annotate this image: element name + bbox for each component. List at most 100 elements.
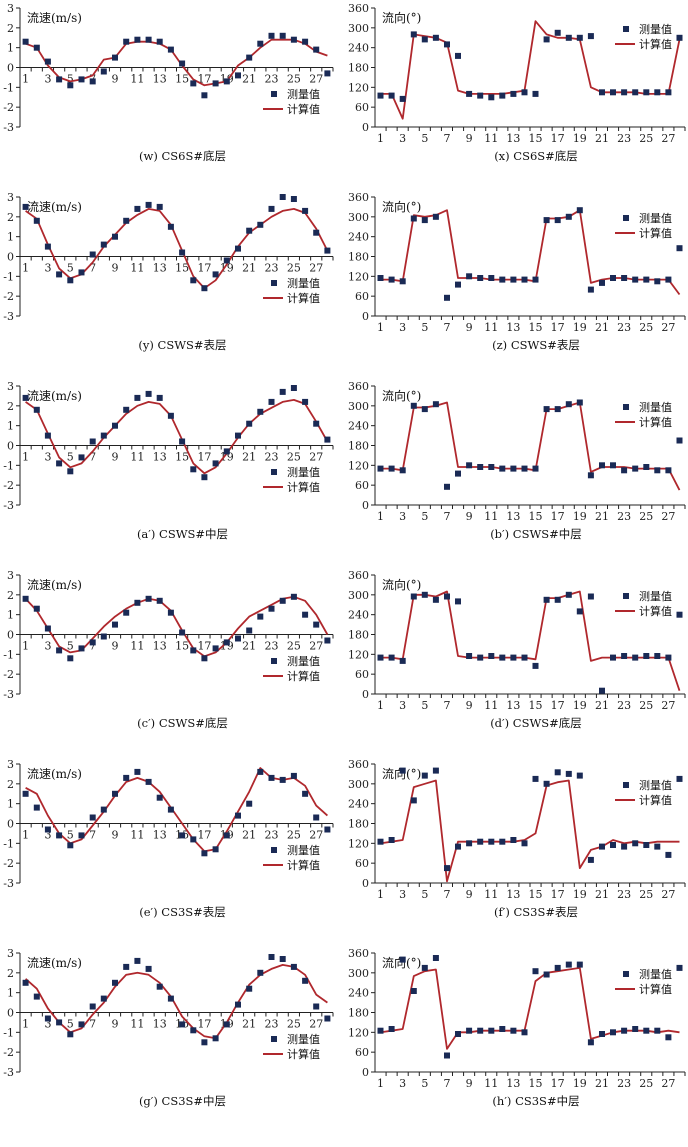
chart-4-measured-point (89, 438, 96, 445)
chart-9-measured-point (477, 838, 484, 845)
chart-3-measured-point (565, 213, 572, 220)
chart-5-measured-point (587, 472, 594, 479)
chart-9-x-tick-label: 15 (529, 888, 543, 901)
chart-9-x-tick-label: 5 (421, 888, 428, 901)
chart-0-measured-point (33, 44, 40, 51)
chart-10-x-tick-label: 9 (112, 1018, 119, 1031)
chart-6-measured-point (201, 655, 208, 662)
chart-1-x-tick-label: 17 (551, 132, 565, 145)
chart-3-measured-point (488, 275, 495, 281)
chart-2-x-tick-label: 11 (130, 262, 144, 275)
chart-7-measured-point (377, 654, 384, 661)
chart-0-measured-point (246, 54, 253, 61)
chart-8-measured-point (223, 832, 230, 839)
chart-8-measured-point (324, 826, 331, 833)
chart-3-series-calculated-line (380, 209, 681, 296)
chart-3-measured-point (477, 275, 484, 281)
chart-5-ylabel: 流向(°) (382, 388, 421, 403)
chart-1-measured-point (521, 89, 528, 96)
chart-3-measured-point (576, 207, 583, 214)
chart-7-y-tick-label: 360 (348, 569, 369, 582)
chart-5-x-tick-label: 15 (529, 510, 543, 523)
chart-11-y-tick-label: 180 (348, 1007, 369, 1020)
chart-3-x-tick-label: 11 (484, 321, 498, 334)
chart-8-measured-point (212, 846, 219, 853)
chart-10-measured-point (179, 1021, 186, 1028)
chart-4-ylabel: 流速(m/s) (27, 389, 82, 403)
chart-11-measured-point (576, 961, 583, 968)
chart-2-measured-point (235, 245, 241, 252)
chart-2-measured-point (179, 249, 186, 256)
chart-10-measured-point (235, 1001, 241, 1008)
chart-0-measured-point (268, 32, 275, 39)
chart-2-measured-point (324, 247, 331, 254)
chart-6-x-tick-label: 27 (309, 640, 323, 653)
chart-6-measured-point (324, 637, 331, 644)
chart-0-measured-point (89, 78, 96, 85)
chart-9-measured-point (377, 838, 384, 845)
chart-4-measured-point (33, 406, 40, 413)
chart-9-measured-point (510, 837, 517, 843)
chart-7-measured-point (565, 591, 572, 598)
chart-5-measured-point (521, 465, 528, 472)
chart-5-x-tick-label: 3 (399, 510, 406, 523)
chart-11-measured-point (421, 964, 428, 971)
chart-0-measured-point (201, 92, 208, 99)
chart-4-measured-point (56, 460, 63, 467)
chart-9-y-tick-label: 120 (348, 837, 369, 850)
chart-5-x-tick-label: 5 (421, 510, 428, 523)
chart-0-x-tick-label: 9 (112, 73, 119, 86)
chart-10-measured-point (201, 1039, 208, 1046)
chart-2-measured-point (100, 241, 107, 248)
chart-7-measured-point (676, 611, 683, 618)
chart-1-measured-point (444, 41, 450, 48)
chart-9-measured-point (676, 775, 683, 782)
chart-0-measured-point (223, 78, 230, 85)
chart-6-measured-point (56, 647, 63, 654)
chart-10-ylabel: 流速(m/s) (27, 956, 82, 970)
chart-1-y-tick-label: 60 (355, 101, 369, 114)
chart-3-measured-point (510, 276, 517, 283)
chart-6-x-tick-label: 1 (22, 640, 29, 653)
chart-2-measured-point (257, 221, 264, 228)
chart-0-measured-point (179, 60, 186, 67)
chart-1-x-tick-label: 19 (573, 132, 587, 145)
chart-3-measured-point (466, 273, 473, 280)
chart-3-ylabel: 流向(°) (382, 199, 421, 214)
chart-8-y-tick-label: -1 (3, 837, 14, 850)
chart-9-measured-point (499, 838, 506, 845)
chart-7-measured-point (444, 593, 450, 600)
chart-0-x-tick-label: 23 (265, 73, 279, 86)
chart-0-series-calculated-line (25, 38, 328, 87)
chart-10-x-tick-label: 5 (67, 1018, 74, 1031)
chart-6-measured-point (190, 647, 197, 654)
chart-0-measured-point (44, 58, 51, 65)
chart-3-x-tick-label: 5 (421, 321, 428, 334)
chart-3-y-tick-label: 360 (348, 191, 369, 204)
chart-8-series-calculated-line (25, 767, 328, 853)
chart-6-measured-point (33, 605, 40, 612)
chart-2-measured-point (89, 251, 96, 258)
chart-7-measured-point (488, 653, 495, 659)
chart-4-legend-measured-label: 测量值 (287, 466, 320, 479)
chart-8-measured-point (190, 836, 197, 843)
chart-1-measured-point (432, 34, 439, 41)
chart-7-caption: (d′) CSWS#底层 (490, 716, 582, 730)
chart-10-measured-point (268, 954, 275, 960)
chart-6-x-tick-label: 23 (265, 640, 279, 653)
chart-8-measured-point (89, 814, 96, 821)
chart-6-measured-point (22, 595, 29, 602)
chart-10-legend-calculated-label: 计算值 (287, 1047, 320, 1061)
chart-4-y-tick-label: -1 (3, 459, 14, 472)
chart-11-measured-point (488, 1027, 495, 1034)
chart-3-legend-calculated-label: 计算值 (639, 226, 672, 240)
chart-11-measured-point (632, 1026, 639, 1032)
chart-6-measured-point (78, 645, 85, 652)
chart-0-measured-point (112, 54, 118, 61)
chart-6-measured-point (268, 605, 275, 612)
chart-5-y-tick-label: 300 (348, 400, 369, 413)
chart-2-x-tick-label: 9 (112, 262, 119, 275)
chart-5-measured-point (510, 465, 517, 472)
chart-8-x-tick-label: 7 (89, 829, 96, 842)
chart-5-measured-point (610, 462, 616, 469)
